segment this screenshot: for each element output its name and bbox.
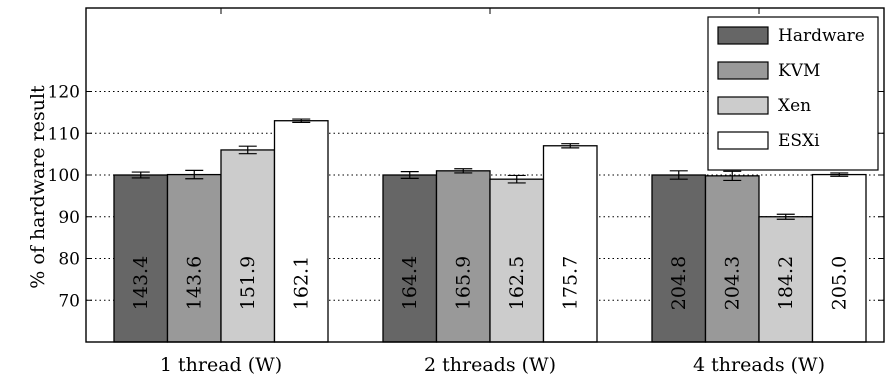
y-tick-label: 70 (58, 291, 80, 311)
bar (704, 175, 760, 343)
legend-label: Xen (778, 96, 811, 116)
legend-swatch (717, 96, 769, 115)
data-label: 184.2 (775, 256, 797, 310)
data-label: 162.1 (290, 256, 312, 310)
bar (651, 174, 707, 343)
bar (435, 170, 491, 343)
bar (273, 120, 329, 343)
x-axis-ticks: 1 thread (W) 2 threads (W) 4 threads (W) (160, 8, 825, 376)
data-label: 165.9 (452, 256, 474, 310)
y-tick-label: 120 (48, 83, 80, 103)
data-label: 143.4 (130, 256, 152, 310)
legend-label: ESXi (778, 131, 820, 151)
y-tick-label: 110 (48, 124, 80, 144)
data-label: 204.3 (721, 256, 743, 310)
data-label: 151.9 (237, 256, 259, 310)
legend-swatch (717, 26, 769, 45)
data-label: 205.0 (828, 256, 850, 310)
data-label: 164.4 (399, 256, 421, 310)
legend-swatch (717, 131, 769, 150)
x-tick-label: 2 threads (W) (424, 354, 556, 376)
y-tick-label: 90 (58, 208, 80, 228)
y-axis-ticks: 70 80 90 100 110 120 (48, 83, 884, 311)
legend-label: KVM (778, 61, 820, 81)
bar (113, 174, 169, 343)
bar (220, 149, 276, 343)
y-tick-label: 100 (48, 166, 80, 186)
data-label: 204.8 (668, 256, 690, 310)
bar (489, 178, 545, 343)
data-label: 143.6 (183, 256, 205, 310)
y-tick-label: 80 (58, 250, 80, 270)
x-tick-label: 1 thread (W) (160, 354, 282, 376)
bar (542, 145, 598, 343)
legend-swatch (717, 61, 769, 80)
legend: Hardware KVM Xen ESXi (707, 16, 879, 171)
bars: 143.4 143.6 151.9 162.1 164.4 165.9 162.5 175.7… (113, 118, 867, 343)
legend-label: Hardware (778, 26, 865, 46)
x-tick-label: 4 threads (W) (693, 354, 825, 376)
bar (382, 174, 438, 343)
data-label: 175.7 (559, 256, 581, 310)
y-axis-label: % of hardware result (27, 85, 49, 289)
data-label: 162.5 (506, 256, 528, 310)
